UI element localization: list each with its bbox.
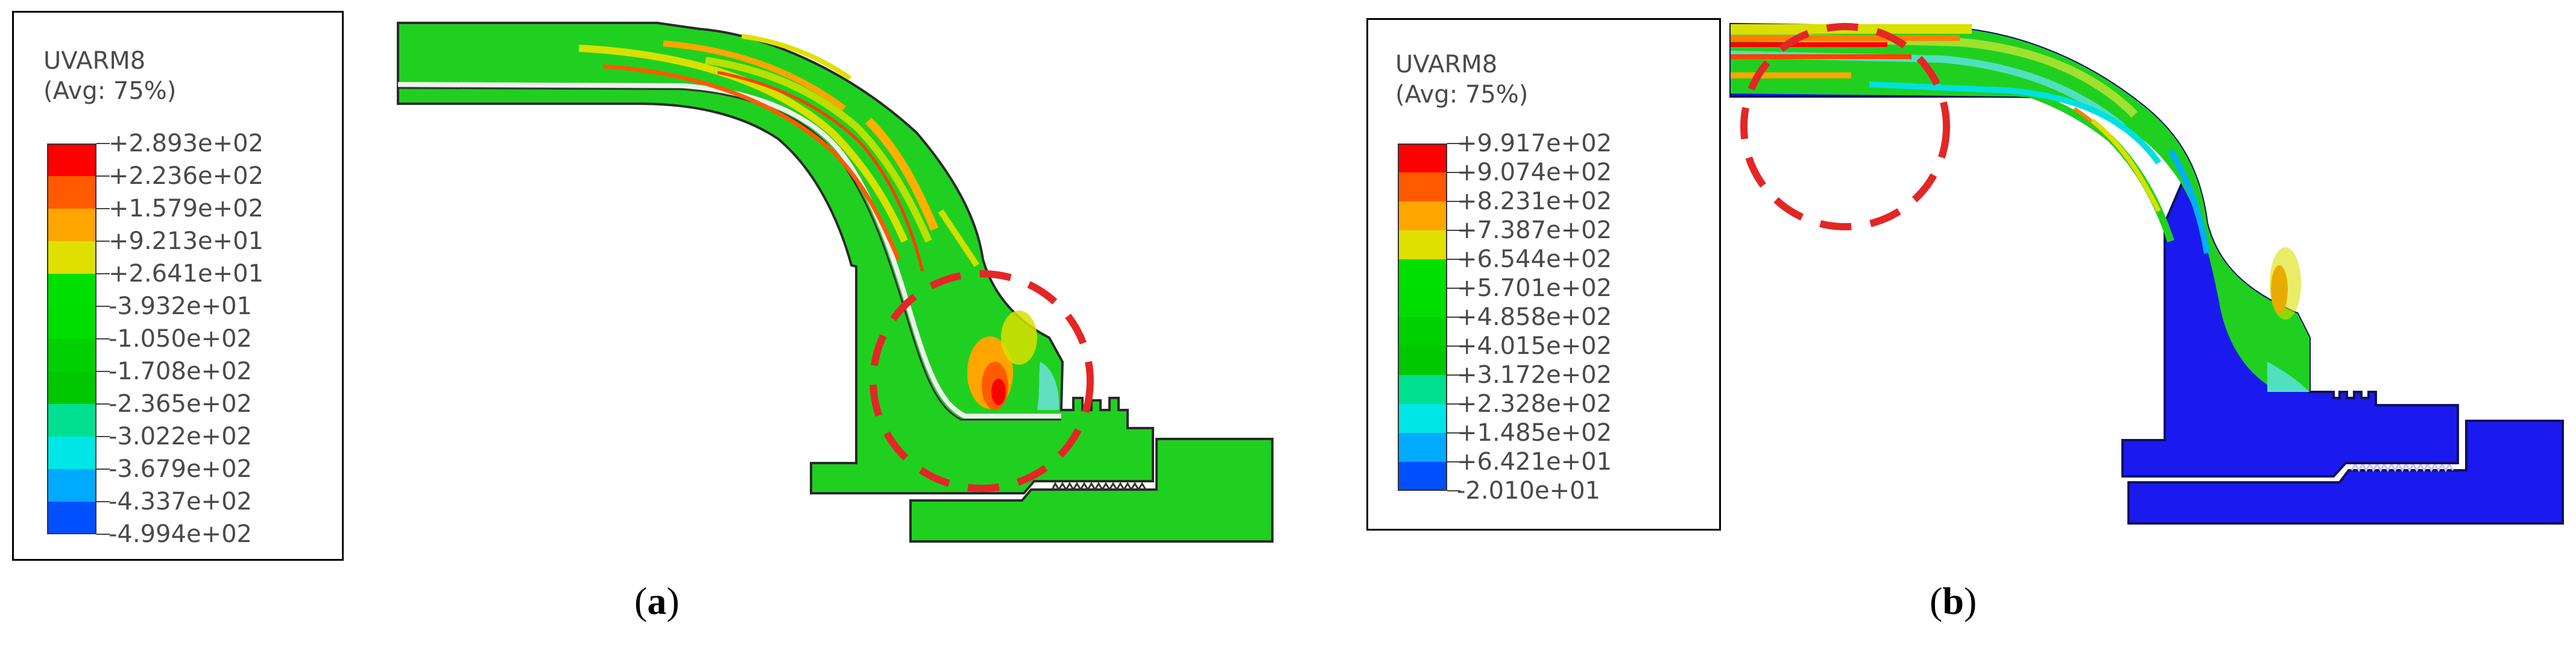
legend-label: -1.050e+02: [109, 325, 252, 353]
color-swatch: [47, 339, 96, 371]
legend-tick: [1447, 230, 1460, 231]
legend-label: +3.172e+02: [1457, 361, 1612, 389]
legend-title-b: UVARM8: [1395, 51, 1498, 78]
color-swatch: [1398, 288, 1447, 317]
legend-tick: [1447, 172, 1460, 173]
seal-body-a: [397, 22, 1154, 494]
color-swatch: [47, 176, 96, 209]
seal-model-b: [1729, 22, 2564, 525]
legend-tick: [1447, 143, 1460, 144]
legend-tick: [96, 306, 110, 307]
color-swatch: [47, 144, 96, 176]
legend-subtitle-a: (Avg: 75%): [43, 77, 177, 105]
legend-tick: [1447, 403, 1460, 405]
legend-tick: [96, 208, 110, 209]
legend-tick: [1447, 461, 1460, 462]
legend-tick: [96, 371, 110, 372]
legend-title-a: UVARM8: [43, 47, 146, 75]
color-swatch: [47, 241, 96, 274]
highlight-circle-a: [870, 270, 1094, 492]
legend-tick: [1447, 288, 1460, 289]
color-swatch: [1398, 462, 1447, 491]
color-swatch: [1398, 259, 1447, 288]
legend-label: +7.387e+02: [1457, 216, 1612, 244]
color-swatch: [47, 437, 96, 469]
legend-tick: [1447, 346, 1460, 347]
legend-tick: [96, 534, 110, 535]
band-yellow-a: [578, 45, 908, 243]
color-swatch: [47, 274, 96, 306]
legend-tick: [96, 143, 110, 144]
color-bar-outline: [47, 144, 96, 534]
color-swatch: [1398, 172, 1447, 201]
legend-label: +2.328e+02: [1457, 390, 1612, 418]
color-swatch: [47, 404, 96, 437]
legend-tick: [96, 403, 110, 405]
legend-label: +6.544e+02: [1457, 245, 1612, 273]
color-bar-outline: [1398, 144, 1447, 491]
caption-a: (a): [634, 579, 680, 622]
color-swatch: [47, 469, 96, 502]
thread-teeth-a: [1051, 481, 1147, 491]
legend-label: +9.917e+02: [1457, 130, 1612, 157]
seal-model-a: [397, 22, 1274, 543]
legend-label: -2.010e+01: [1457, 477, 1600, 505]
legend-tick: [96, 469, 110, 470]
legend-label: +2.236e+02: [109, 162, 264, 190]
color-swatch: [1398, 201, 1447, 230]
legend-label: -3.679e+02: [109, 455, 252, 483]
color-swatch: [1398, 346, 1447, 375]
legend-label: -4.337e+02: [109, 488, 252, 516]
legend-label: +8.231e+02: [1457, 188, 1612, 215]
legend-label: -3.022e+02: [109, 423, 252, 450]
color-swatch: [1398, 433, 1447, 462]
legend-tick: [96, 338, 110, 339]
legend-subtitle-b: (Avg: 75%): [1395, 81, 1529, 109]
legend-tick: [96, 501, 110, 502]
legend-label: +2.641e+01: [109, 260, 264, 288]
legend-tick: [1447, 374, 1460, 376]
caption-b: (b): [1930, 579, 1977, 622]
color-swatch: [47, 502, 96, 534]
legend-label: -4.994e+02: [109, 520, 252, 548]
color-swatch: [1398, 317, 1447, 346]
legend-label: +1.579e+02: [109, 195, 264, 222]
color-swatch: [47, 209, 96, 241]
color-swatch: [47, 306, 96, 339]
color-swatch: [1398, 230, 1447, 259]
legend-label: +1.485e+02: [1457, 419, 1612, 447]
base-block-a: [909, 438, 1274, 543]
legend-tick: [96, 175, 110, 177]
legend-label: -1.708e+02: [109, 358, 252, 385]
legend-tick: [1447, 432, 1460, 434]
legend-label: +6.421e+01: [1457, 448, 1612, 476]
legend-label: +5.701e+02: [1457, 274, 1612, 302]
legend-label: +2.893e+02: [109, 130, 264, 157]
color-swatch: [1398, 144, 1447, 172]
legend-label: +9.074e+02: [1457, 159, 1612, 186]
legend-tick: [1447, 490, 1460, 491]
legend-label: +4.015e+02: [1457, 332, 1612, 360]
color-swatch: [1398, 404, 1447, 433]
legend-tick: [96, 273, 110, 274]
base-block-b: [2127, 420, 2564, 525]
legend-tick: [96, 436, 110, 437]
highlight-circle-b: [1740, 23, 1950, 230]
color-swatch: [1398, 375, 1447, 404]
legend-label: -3.932e+01: [109, 292, 252, 320]
thread-teeth-b: [2350, 462, 2454, 472]
legend-label: +9.213e+01: [109, 227, 264, 255]
legend-label: +4.858e+02: [1457, 303, 1612, 331]
legend-tick: [1447, 259, 1460, 260]
legend-tick: [1447, 201, 1460, 202]
legend-tick: [1447, 317, 1460, 318]
legend-tick: [96, 241, 110, 242]
legend-label: -2.365e+02: [109, 390, 252, 418]
color-swatch: [47, 371, 96, 404]
